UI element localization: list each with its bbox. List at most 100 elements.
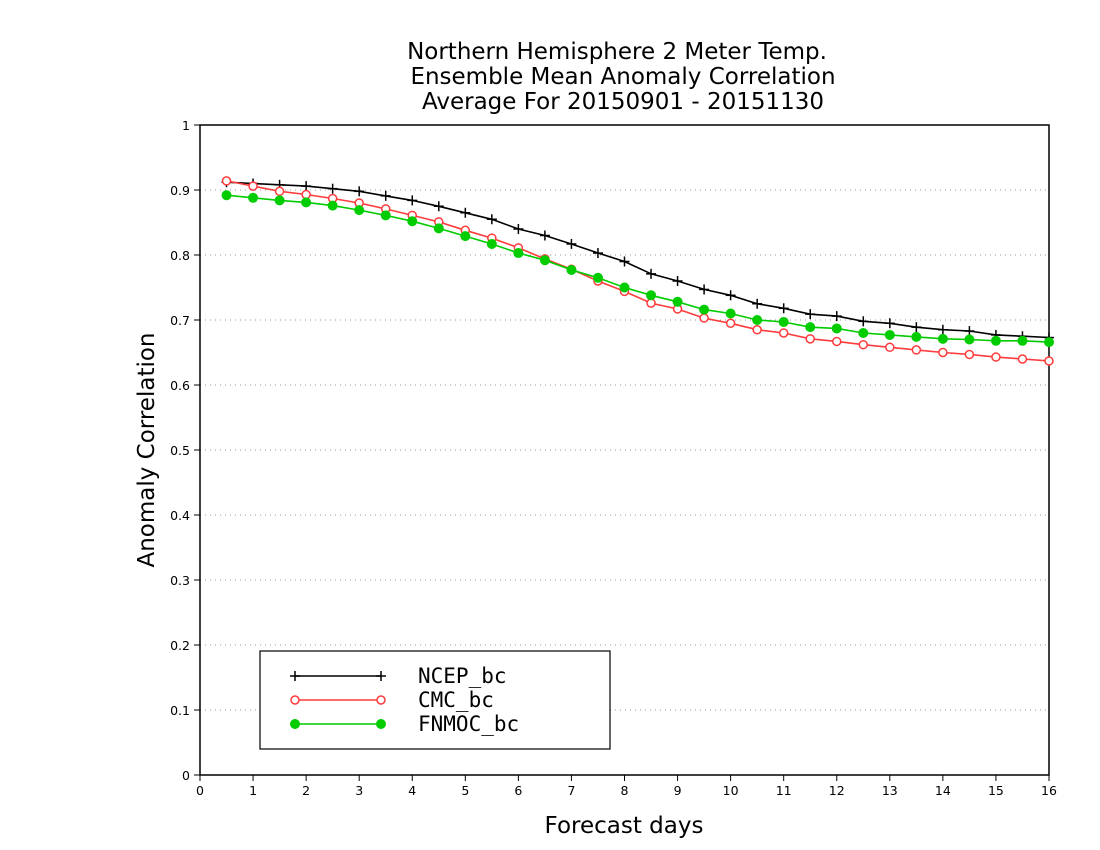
point-CMC_bc-28	[964, 349, 975, 360]
point-CMC_bc-20	[752, 325, 762, 335]
legend-label-FNMOC_bc: FNMOC_bc	[418, 712, 519, 736]
y-axis-label: Anomaly Correlation	[134, 332, 160, 567]
x-tick-label-7: 7	[567, 783, 575, 798]
point-NCEP_bc-16	[646, 268, 657, 279]
legend-marker-start-FNMOC_bc	[290, 719, 300, 729]
point-FNMOC_bc-30	[1017, 335, 1028, 346]
point-NCEP_bc-11	[513, 224, 524, 234]
y-tick-label-6: 0.6	[170, 378, 190, 393]
point-NCEP_bc-24	[858, 316, 869, 327]
y-tick-label-1: 0.1	[170, 703, 190, 718]
point-FNMOC_bc-2	[274, 195, 285, 206]
x-tick-label-11: 11	[776, 783, 792, 798]
point-FNMOC_bc-25	[884, 329, 895, 340]
point-NCEP_bc-10	[486, 214, 497, 225]
x-tick-label-1: 1	[249, 783, 257, 798]
series-FNMOC_bc	[221, 190, 1054, 348]
y-tick-label-2: 0.2	[170, 638, 190, 653]
point-FNMOC_bc-9	[460, 231, 471, 242]
legend-entry-FNMOC_bc: FNMOC_bc	[290, 712, 519, 736]
x-axis-label: Forecast days	[545, 813, 704, 839]
legend-label-NCEP_bc: NCEP_bc	[418, 664, 507, 688]
point-CMC_bc-26	[911, 345, 922, 355]
point-NCEP_bc-4	[327, 183, 338, 194]
point-NCEP_bc-18	[699, 284, 710, 295]
x-tick-label-9: 9	[674, 783, 682, 798]
y-tick-label-4: 0.4	[170, 508, 190, 523]
point-NCEP_bc-17	[672, 276, 683, 286]
point-FNMOC_bc-10	[486, 238, 497, 249]
x-tick-label-15: 15	[988, 783, 1004, 798]
x-tick-label-0: 0	[196, 783, 204, 798]
point-NCEP_bc-15	[619, 256, 630, 267]
legend-label-CMC_bc: CMC_bc	[418, 688, 494, 712]
point-FNMOC_bc-29	[990, 335, 1001, 346]
y-tick-label-10: 1	[182, 118, 190, 133]
point-NCEP_bc-13	[566, 238, 577, 249]
point-FNMOC_bc-23	[831, 323, 842, 334]
point-NCEP_bc-5	[354, 186, 365, 197]
point-FNMOC_bc-20	[752, 315, 763, 325]
point-FNMOC_bc-1	[248, 192, 259, 203]
legend-marker-start-CMC_bc	[290, 695, 300, 705]
legend-marker-end-FNMOC_bc	[376, 719, 386, 729]
point-NCEP_bc-22	[805, 309, 816, 320]
point-FNMOC_bc-21	[778, 316, 789, 327]
point-NCEP_bc-28	[964, 326, 975, 337]
legend-entry-CMC_bc: CMC_bc	[290, 688, 494, 712]
title-line-3: Average For 20150901 - 20151130	[422, 89, 824, 115]
x-tick-label-2: 2	[302, 783, 310, 798]
axes: 00.10.20.30.40.50.60.70.80.910 1 2 3 4 5 6 7 8 9 1…	[170, 118, 1057, 798]
point-NCEP_bc-7	[407, 195, 418, 206]
point-FNMOC_bc-31	[1044, 337, 1054, 348]
y-tick-label-0: 0	[182, 768, 190, 783]
point-NCEP_bc-6	[380, 190, 391, 201]
point-NCEP_bc-3	[301, 181, 312, 192]
point-FNMOC_bc-27	[937, 333, 948, 344]
x-tick-label-10: 10	[723, 783, 739, 798]
point-FNMOC_bc-28	[964, 334, 975, 345]
point-NCEP_bc-20	[752, 298, 763, 309]
point-FNMOC_bc-7	[407, 216, 418, 227]
point-FNMOC_bc-4	[327, 200, 338, 211]
point-FNMOC_bc-3	[301, 197, 312, 208]
point-FNMOC_bc-5	[354, 205, 365, 216]
x-tick-label-14: 14	[935, 783, 951, 798]
point-FNMOC_bc-19	[725, 308, 736, 319]
legend-marker-end-CMC_bc	[376, 695, 386, 705]
point-CMC_bc-2	[274, 186, 285, 197]
series-CMC_bc	[221, 176, 1054, 366]
point-CMC_bc-30	[1017, 354, 1028, 364]
point-CMC_bc-0	[221, 176, 232, 186]
point-CMC_bc-27	[938, 347, 948, 358]
chart-title: Northern Hemisphere 2 Meter Temp. Ensemb…	[407, 39, 835, 115]
point-FNMOC_bc-18	[699, 304, 710, 315]
series-NCEP_bc	[221, 177, 1054, 343]
legend-marker-start-NCEP_bc	[290, 671, 300, 681]
point-CMC_bc-31	[1044, 356, 1054, 366]
point-CMC_bc-29	[991, 352, 1001, 362]
series-line-NCEP_bc	[226, 181, 1050, 339]
y-tick-label-5: 0.5	[170, 443, 190, 458]
point-FNMOC_bc-11	[513, 248, 524, 259]
point-FNMOC_bc-26	[911, 331, 922, 342]
point-NCEP_bc-12	[539, 230, 550, 241]
title-line-2: Ensemble Mean Anomaly Correlation	[410, 64, 835, 90]
point-CMC_bc-23	[832, 336, 842, 347]
x-tick-label-8: 8	[621, 783, 629, 798]
point-FNMOC_bc-24	[858, 328, 869, 338]
gridlines	[200, 189, 1049, 711]
x-tick-label-5: 5	[461, 783, 469, 798]
point-NCEP_bc-21	[778, 303, 789, 314]
legend-marker-end-NCEP_bc	[376, 671, 386, 681]
point-FNMOC_bc-12	[539, 255, 550, 266]
point-CMC_bc-22	[805, 334, 815, 344]
point-CMC_bc-16	[646, 298, 656, 308]
point-NCEP_bc-14	[592, 248, 603, 259]
point-CMC_bc-24	[858, 339, 869, 350]
y-tick-label-9: 0.9	[170, 183, 190, 198]
point-CMC_bc-21	[778, 328, 789, 338]
point-FNMOC_bc-14	[592, 272, 603, 283]
x-tick-label-4: 4	[408, 783, 416, 798]
